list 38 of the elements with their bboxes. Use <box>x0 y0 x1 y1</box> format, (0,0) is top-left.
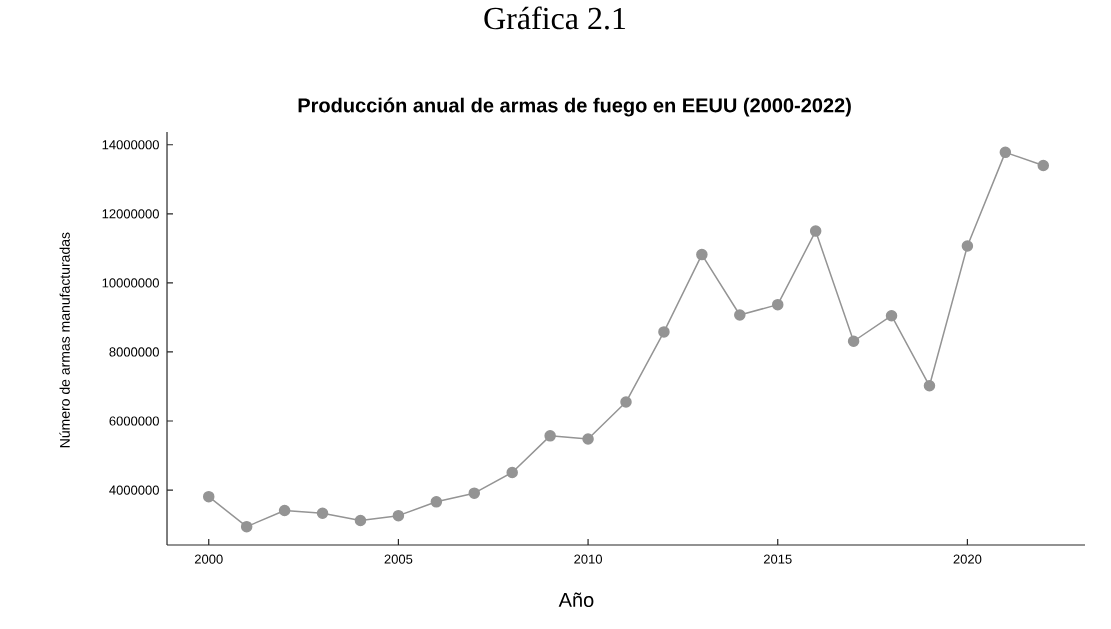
point <box>961 240 974 252</box>
point <box>544 430 556 442</box>
x-tick-label: 2000 <box>194 554 223 564</box>
y-tick-label: 14000000 <box>102 140 159 150</box>
point <box>809 225 822 237</box>
point <box>468 487 481 499</box>
point <box>658 326 670 338</box>
point <box>999 146 1012 159</box>
point <box>923 380 936 392</box>
y-tick-label: 8000000 <box>109 347 159 357</box>
point <box>582 433 594 445</box>
y-tick-label: 10000000 <box>102 278 159 288</box>
point <box>734 309 746 321</box>
y-tick-label: 12000000 <box>102 209 159 219</box>
point <box>430 496 443 508</box>
point <box>240 520 253 533</box>
chart-title: Producción anual de armas de fuego en EEUU (2000-2022) <box>298 97 851 117</box>
point <box>316 507 329 519</box>
text: Gráfica 2.1 <box>484 6 626 30</box>
point <box>506 466 518 479</box>
point <box>847 335 860 347</box>
point <box>885 309 898 322</box>
point <box>392 509 405 522</box>
point <box>354 514 367 527</box>
x-tick-label: 2005 <box>384 554 413 564</box>
point <box>620 396 632 408</box>
point <box>278 504 291 517</box>
y-tick-label: 4000000 <box>109 485 159 495</box>
x-tick-label: 2010 <box>574 554 603 564</box>
point <box>696 248 708 261</box>
point <box>771 298 784 311</box>
x-axis-title: Año <box>558 592 594 608</box>
x-tick-label: 2020 <box>953 554 982 564</box>
x-tick-label: 2015 <box>763 554 792 564</box>
point <box>1037 159 1050 172</box>
y-tick-label: 6000000 <box>109 416 159 426</box>
point <box>202 490 215 503</box>
y-axis-title: Número de armas manufacturadas <box>59 232 70 448</box>
